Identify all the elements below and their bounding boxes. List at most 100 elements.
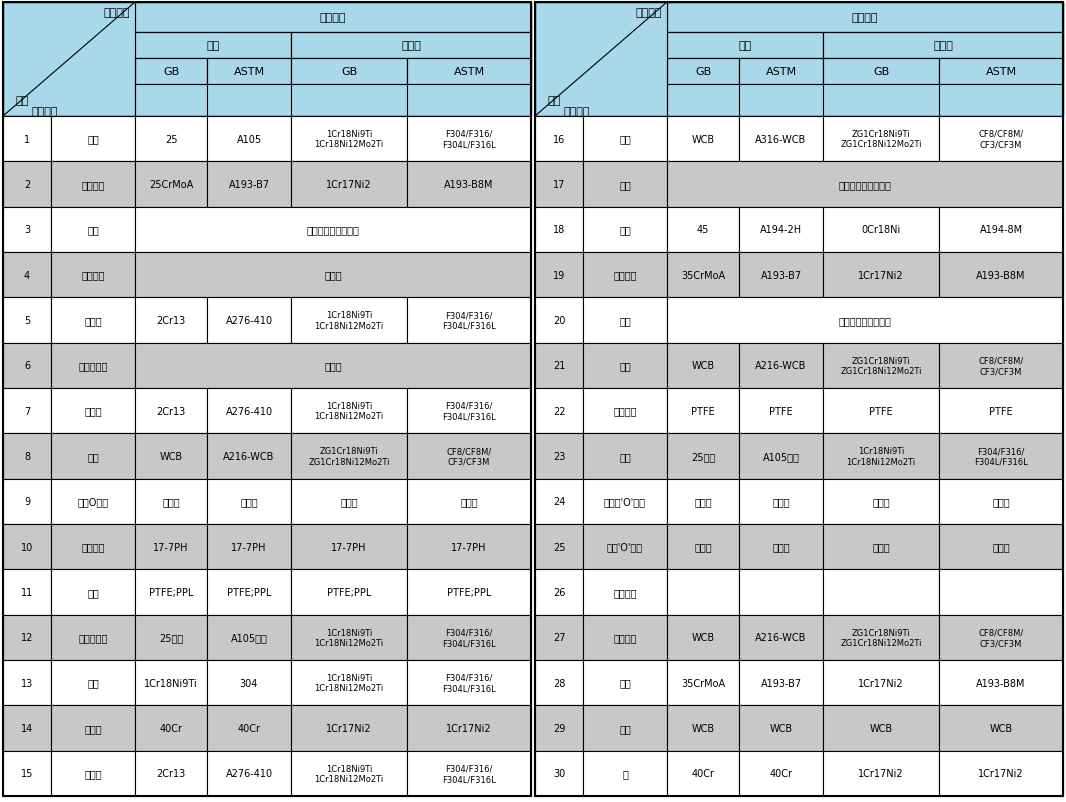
Text: 5: 5 — [23, 316, 30, 326]
Text: 9: 9 — [23, 496, 30, 507]
Bar — [739, 388, 823, 434]
Bar — [3, 3, 135, 117]
Bar — [823, 615, 939, 660]
Text: 底盖螺钉: 底盖螺钉 — [81, 180, 104, 190]
Text: 1Cr17Ni2: 1Cr17Ni2 — [326, 180, 372, 190]
Text: 阀坐弹簧: 阀坐弹簧 — [81, 542, 104, 552]
Bar — [291, 525, 407, 569]
Text: 1Cr18Ni9Ti
1Cr18Ni12Mo2Ti: 1Cr18Ni9Ti 1Cr18Ni12Mo2Ti — [846, 447, 916, 466]
Bar — [939, 751, 1063, 796]
Text: F304/F316/
F304L/F316L: F304/F316/ F304L/F316L — [442, 311, 496, 330]
Text: 1Cr17Ni2: 1Cr17Ni2 — [979, 768, 1023, 779]
Text: ZG1Cr18Ni9Ti
ZG1Cr18Ni12Mo2Ti: ZG1Cr18Ni9Ti ZG1Cr18Ni12Mo2Ti — [840, 628, 922, 647]
Bar — [207, 706, 291, 751]
Text: 填料压盖: 填料压盖 — [613, 633, 636, 642]
Bar — [739, 569, 823, 615]
Bar — [939, 434, 1063, 479]
Bar — [583, 706, 667, 751]
Text: 材料标准: 材料标准 — [635, 8, 662, 18]
Bar — [823, 525, 939, 569]
Text: 1Cr17Ni2: 1Cr17Ni2 — [858, 270, 904, 281]
Text: WCB: WCB — [989, 723, 1013, 733]
Bar — [3, 479, 51, 525]
Text: ASTM: ASTM — [233, 67, 264, 77]
Text: 4: 4 — [23, 270, 30, 281]
Text: 1: 1 — [23, 135, 30, 144]
Bar — [407, 162, 531, 208]
Bar — [823, 569, 939, 615]
Text: 2Cr13: 2Cr13 — [157, 316, 185, 326]
Bar — [135, 434, 207, 479]
Bar — [939, 59, 1063, 85]
Bar — [583, 660, 667, 706]
Bar — [51, 569, 135, 615]
Bar — [207, 479, 291, 525]
Bar — [535, 615, 583, 660]
Text: 1Cr17Ni2: 1Cr17Ni2 — [858, 678, 904, 688]
Bar — [135, 751, 207, 796]
Bar — [583, 343, 667, 388]
Bar — [3, 751, 51, 796]
Bar — [3, 569, 51, 615]
Bar — [207, 615, 291, 660]
Text: 止推轴承: 止推轴承 — [81, 270, 104, 281]
Bar — [583, 208, 667, 253]
Text: ZG1Cr18Ni9Ti
ZG1Cr18Ni12Mo2Ti: ZG1Cr18Ni9Ti ZG1Cr18Ni12Mo2Ti — [840, 130, 922, 149]
Bar — [739, 660, 823, 706]
Text: 止推轴承: 止推轴承 — [613, 406, 636, 416]
Bar — [667, 660, 739, 706]
Bar — [51, 162, 135, 208]
Text: 不锈钢: 不锈钢 — [401, 41, 421, 51]
Text: A193-B8M: A193-B8M — [976, 270, 1025, 281]
Text: PTFE: PTFE — [770, 406, 793, 416]
Text: 坠圈: 坠圈 — [619, 316, 631, 326]
Bar — [291, 706, 407, 751]
Bar — [291, 751, 407, 796]
Bar — [291, 59, 407, 85]
Text: CF8/CF8M/
CF3/CF3M: CF8/CF8M/ CF3/CF3M — [979, 356, 1023, 375]
Bar — [583, 162, 667, 208]
Bar — [291, 569, 407, 615]
Bar — [667, 388, 739, 434]
Bar — [291, 298, 407, 343]
Text: 2: 2 — [23, 180, 30, 190]
Bar — [939, 117, 1063, 162]
Text: A194-8M: A194-8M — [980, 225, 1022, 235]
Bar — [3, 162, 51, 208]
Text: 17-7PH: 17-7PH — [451, 542, 487, 552]
Bar — [823, 343, 939, 388]
Bar — [291, 479, 407, 525]
Bar — [667, 3, 1063, 33]
Text: 8: 8 — [23, 452, 30, 461]
Text: 下阀杆轴承: 下阀杆轴承 — [78, 361, 108, 371]
Bar — [667, 706, 739, 751]
Text: F304/F316/
F304L/F316L: F304/F316/ F304L/F316L — [442, 673, 496, 692]
Text: WCB: WCB — [870, 723, 892, 733]
Bar — [667, 162, 1063, 208]
Text: 螺钉: 螺钉 — [619, 678, 631, 688]
Text: A316-WCB: A316-WCB — [756, 135, 807, 144]
Text: 19: 19 — [553, 270, 565, 281]
Bar — [667, 117, 739, 162]
Bar — [667, 343, 739, 388]
Text: 1Cr18Ni9Ti
1Cr18Ni12Mo2Ti: 1Cr18Ni9Ti 1Cr18Ni12Mo2Ti — [314, 130, 384, 149]
Text: 2Cr13: 2Cr13 — [157, 406, 185, 416]
Text: A216-WCB: A216-WCB — [756, 633, 807, 642]
Text: A216-WCB: A216-WCB — [223, 452, 275, 461]
Bar — [3, 660, 51, 706]
Bar — [135, 253, 531, 298]
Bar — [51, 479, 135, 525]
Bar — [535, 706, 583, 751]
Text: 材料牌号: 材料牌号 — [852, 13, 878, 23]
Bar — [823, 751, 939, 796]
Text: 25: 25 — [553, 542, 565, 552]
Bar — [535, 3, 1063, 796]
Text: PTFE;PPL: PTFE;PPL — [227, 587, 271, 597]
Text: 40Cr: 40Cr — [770, 768, 792, 779]
Bar — [207, 660, 291, 706]
Text: 40Cr: 40Cr — [238, 723, 260, 733]
Text: 0Cr18Ni: 0Cr18Ni — [861, 225, 901, 235]
Text: A193-B7: A193-B7 — [760, 678, 802, 688]
Bar — [535, 253, 583, 298]
Bar — [291, 388, 407, 434]
